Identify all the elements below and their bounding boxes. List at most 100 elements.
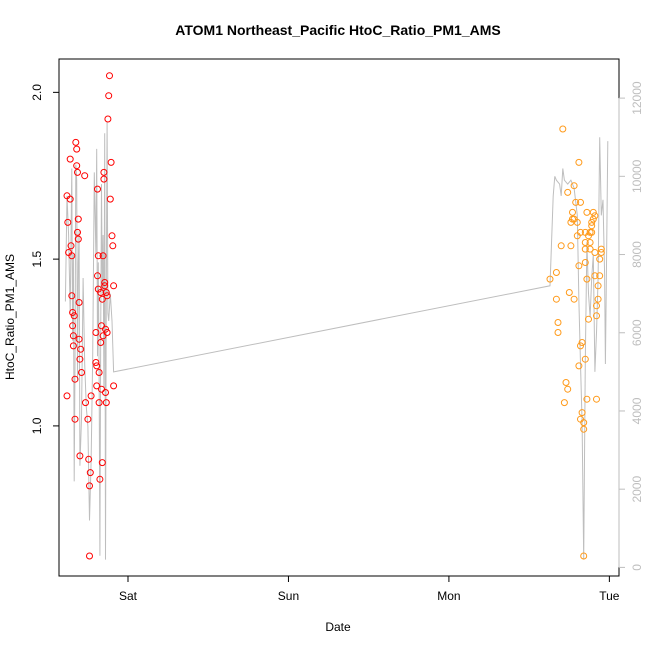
data-point [110,282,118,290]
data-point [589,208,597,216]
data-point [86,482,93,490]
gray-line-series [64,121,609,560]
data-point [64,218,72,226]
data-point [97,339,105,346]
data-point [102,399,110,407]
data-point [594,295,602,303]
x-tick-label: Sun [278,589,299,603]
data-point [596,255,604,263]
data-point [102,325,109,333]
data-point [98,322,105,330]
data-point [597,245,605,253]
data-point [72,138,80,146]
data-point [559,125,567,133]
data-point [94,252,102,260]
data-point [68,252,76,260]
data-point [552,295,560,303]
data-point [75,335,83,343]
data-point [586,245,594,253]
y-axis: 1.0 1.5 2.0 [30,84,60,434]
data-point [557,242,565,250]
data-point [100,175,108,183]
data-point [107,158,115,166]
data-point [81,172,89,180]
points-layer [63,72,605,560]
data-point [583,395,591,403]
data-point [554,319,562,326]
data-point [75,299,83,306]
data-point [76,452,84,460]
y-right-tick-label: 2000 [630,476,644,503]
data-point [580,552,588,560]
data-point [77,345,85,353]
data-point [577,342,584,350]
data-point [546,275,554,283]
data-point [74,228,81,236]
data-point [575,262,583,270]
data-point [100,168,108,176]
data-point [63,392,71,400]
data-point [98,295,106,303]
data-point [93,382,101,390]
data-point [86,469,94,477]
data-point [581,245,589,253]
data-point [76,355,84,363]
data-point [93,362,101,370]
x-tick-label: Sat [119,589,138,603]
y-right-tick-label: 0 [630,564,644,571]
y-axis-right: 0 2000 4000 6000 8000 10000 12000 [618,81,644,571]
data-point [593,302,600,310]
data-point [552,269,560,276]
data-point [588,228,596,236]
chart-title: ATOM1 Northeast_Pacific HtoC_Ratio_PM1_A… [175,22,500,38]
plot-frame [58,58,620,577]
data-point [554,329,562,336]
data-point [86,552,93,560]
data-point [575,362,583,370]
data-point [69,342,77,350]
x-axis: Sat Sun Mon Tue [119,575,620,603]
data-point [69,332,77,340]
data-point [85,455,93,463]
y-tick-label: 2.0 [30,84,44,101]
data-point [580,425,588,433]
data-point [581,239,589,246]
data-point [572,198,580,206]
data-point [103,292,111,300]
data-point [66,195,74,203]
data-point [69,322,77,330]
data-point [104,115,112,123]
data-point [577,228,584,236]
y-tick-label: 1.5 [30,250,44,267]
data-point [591,272,599,280]
gray-line [64,121,609,560]
data-point [578,409,586,417]
x-axis-label: Date [325,620,351,634]
data-point [570,295,578,303]
data-point [87,392,95,400]
data-point [564,188,572,196]
data-point [573,218,581,226]
data-point [577,198,584,206]
data-point [103,329,111,336]
data-point [562,379,570,386]
data-point [569,208,576,216]
x-tick-label: Tue [599,589,620,603]
data-point [84,415,92,423]
data-point [92,359,100,366]
data-point [95,369,103,376]
data-point [109,242,117,250]
data-point [71,375,79,383]
data-point [69,309,77,316]
x-tick-label: Mon [437,589,460,603]
data-point [99,252,107,260]
data-point [570,182,578,190]
data-point [73,162,81,170]
data-point [567,242,575,250]
data-point [108,232,116,240]
data-point [101,279,109,286]
data-point [78,369,85,376]
y-tick-label: 1.0 [30,417,44,434]
data-point [583,208,591,216]
